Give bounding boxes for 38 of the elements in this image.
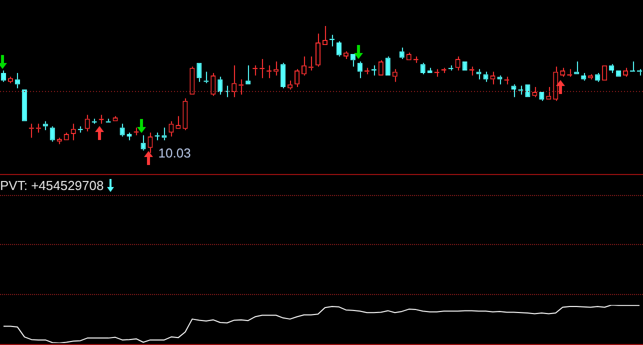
candlestick <box>140 134 146 151</box>
candlestick <box>168 120 174 137</box>
candlestick <box>553 66 558 102</box>
candlestick <box>455 56 460 71</box>
candlestick <box>476 68 482 80</box>
candlestick <box>483 71 488 82</box>
candlestick <box>246 64 251 84</box>
candlestick <box>595 72 600 82</box>
candlestick <box>336 40 342 57</box>
candlestick <box>112 116 118 122</box>
candlestick <box>315 33 321 68</box>
candlestick <box>399 47 404 60</box>
candlestick <box>148 132 153 154</box>
candlestick <box>532 86 538 98</box>
candlestick <box>511 84 516 98</box>
candlestick <box>302 56 307 76</box>
candlestick <box>392 68 398 82</box>
candlestick <box>182 98 188 131</box>
candlestick <box>210 72 216 96</box>
candlestick <box>420 62 426 75</box>
candlestick <box>14 72 20 89</box>
candlestick <box>490 71 496 85</box>
candlestick <box>581 72 586 82</box>
candlestick <box>196 62 202 82</box>
chart-title: PVT: +454529708 <box>0 178 104 193</box>
candlestick <box>574 61 580 74</box>
candlestick <box>232 64 237 98</box>
candlestick <box>218 76 223 96</box>
candlestick <box>539 92 544 102</box>
candlestick <box>385 56 390 76</box>
candlestick <box>357 61 362 79</box>
candlestick <box>120 123 125 137</box>
candlestick <box>190 66 195 95</box>
candlestick <box>294 68 300 88</box>
candlestick <box>162 127 167 141</box>
candlestick <box>176 116 181 129</box>
annotation: 10.03 <box>158 146 191 161</box>
candlestick <box>84 114 90 132</box>
